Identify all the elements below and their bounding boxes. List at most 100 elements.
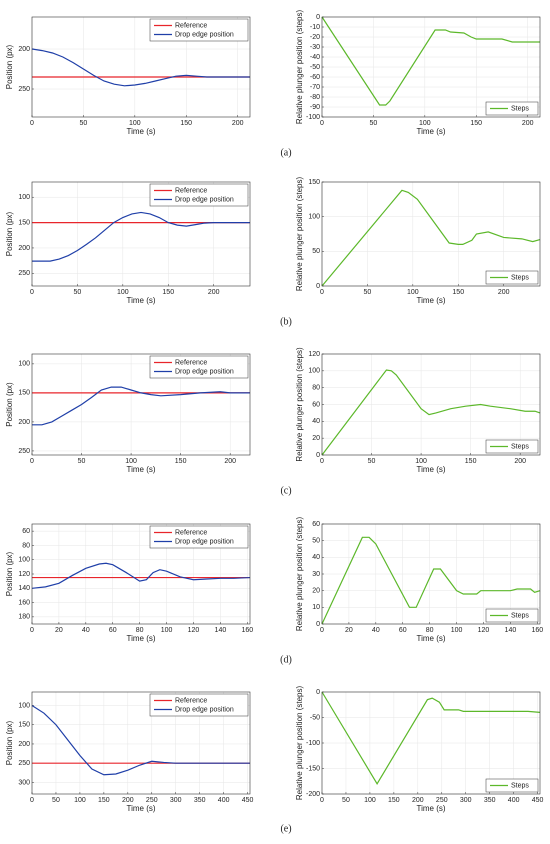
x-tick-label: 150 xyxy=(388,797,400,804)
x-tick-label: 200 xyxy=(232,120,244,127)
x-tick-label: 60 xyxy=(109,627,117,634)
legend-label: Reference xyxy=(175,22,207,29)
x-axis-label: Time (s) xyxy=(416,634,445,643)
x-tick-label: 0 xyxy=(30,120,34,127)
axes-box xyxy=(321,353,541,456)
y-tick-label: -100 xyxy=(306,740,320,747)
x-tick-label: 40 xyxy=(82,627,90,634)
x-axis-label: Time (s) xyxy=(416,127,445,136)
plot-area xyxy=(322,182,540,286)
legend-box xyxy=(485,608,539,623)
x-axis-label: Time (s) xyxy=(126,127,155,136)
y-tick-label: -40 xyxy=(310,54,320,61)
data-line xyxy=(321,369,541,456)
caption: (b) xyxy=(280,316,292,327)
y-tick-label: 100 xyxy=(18,194,30,201)
data-line xyxy=(31,48,250,87)
x-tick-label: 200 xyxy=(514,458,526,465)
y-tick-label: 0 xyxy=(316,14,320,21)
legend-label: Drop edge position xyxy=(175,368,234,375)
y-tick-label: 160 xyxy=(18,599,30,606)
caption: (a) xyxy=(280,147,291,158)
y-tick-label: 300 xyxy=(18,779,30,786)
axes-box xyxy=(321,523,541,625)
y-tick-label: 120 xyxy=(18,571,30,578)
x-axis-label: Time (s) xyxy=(126,465,155,474)
x-tick-label: 0 xyxy=(30,627,34,634)
y-axis-label: Relative plunger position (steps) xyxy=(295,686,304,801)
x-tick-label: 50 xyxy=(364,289,372,296)
y-tick-label: 80 xyxy=(22,542,30,549)
legend-label: Reference xyxy=(175,697,207,704)
x-axis-label: Time (s) xyxy=(126,634,155,643)
y-tick-label: 50 xyxy=(312,248,320,255)
x-tick-label: 50 xyxy=(80,120,88,127)
x-tick-label: 150 xyxy=(162,289,174,296)
axes-box xyxy=(321,181,541,287)
legend-label: Steps xyxy=(511,612,529,619)
y-tick-label: -60 xyxy=(310,74,320,81)
caption: (c) xyxy=(280,485,291,496)
y-tick-label: 150 xyxy=(18,390,30,397)
axes-box xyxy=(31,691,251,795)
data-line xyxy=(321,691,541,785)
y-tick-label: 0 xyxy=(316,689,320,696)
y-tick-label: -200 xyxy=(306,791,320,798)
x-tick-label: 100 xyxy=(419,120,431,127)
legend-box xyxy=(485,101,539,116)
y-tick-label: 200 xyxy=(18,245,30,252)
x-tick-label: 200 xyxy=(522,120,534,127)
y-tick-label: 100 xyxy=(18,702,30,709)
y-tick-label: 250 xyxy=(18,270,30,277)
x-tick-label: 0 xyxy=(320,797,324,804)
x-tick-label: 100 xyxy=(74,797,86,804)
x-tick-label: 150 xyxy=(180,120,192,127)
y-axis-label: Position (px) xyxy=(5,382,14,427)
y-axis-label: Position (px) xyxy=(5,720,14,765)
y-axis-label: Relative plunger position (steps) xyxy=(295,177,304,292)
x-tick-label: 150 xyxy=(98,797,110,804)
x-tick-label: 40 xyxy=(372,627,380,634)
x-tick-label: 450 xyxy=(532,797,544,804)
y-tick-label: -50 xyxy=(310,714,320,721)
x-tick-label: 100 xyxy=(125,458,137,465)
y-tick-label: -80 xyxy=(310,94,320,101)
y-tick-label: 200 xyxy=(18,46,30,53)
legend-box xyxy=(149,693,249,717)
x-tick-label: 100 xyxy=(451,627,463,634)
y-tick-label: 250 xyxy=(18,448,30,455)
x-tick-label: 150 xyxy=(470,120,482,127)
x-tick-label: 20 xyxy=(55,627,63,634)
x-tick-label: 80 xyxy=(426,627,434,634)
x-tick-label: 50 xyxy=(368,458,376,465)
y-tick-label: 50 xyxy=(312,538,320,545)
y-tick-label: 20 xyxy=(312,588,320,595)
data-line xyxy=(321,536,541,625)
x-tick-label: 20 xyxy=(345,627,353,634)
y-tick-label: 60 xyxy=(312,401,320,408)
x-tick-label: 300 xyxy=(170,797,182,804)
x-tick-label: 0 xyxy=(30,289,34,296)
x-tick-label: 100 xyxy=(407,289,419,296)
y-tick-label: 0 xyxy=(316,452,320,459)
x-axis-label: Time (s) xyxy=(416,465,445,474)
legend-label: Steps xyxy=(511,105,529,112)
y-tick-label: -10 xyxy=(310,24,320,31)
y-tick-label: 40 xyxy=(312,418,320,425)
y-tick-label: 200 xyxy=(18,741,30,748)
x-tick-label: 100 xyxy=(415,458,427,465)
x-tick-label: 400 xyxy=(508,797,520,804)
legend-box xyxy=(149,18,249,42)
legend-label: Reference xyxy=(175,529,207,536)
x-tick-label: 100 xyxy=(117,289,129,296)
y-tick-label: 100 xyxy=(308,214,320,221)
legend-label: Reference xyxy=(175,187,207,194)
x-axis-label: Time (s) xyxy=(416,804,445,813)
axes-box xyxy=(31,16,251,118)
x-tick-label: 150 xyxy=(452,289,464,296)
legend-label: Steps xyxy=(511,274,529,281)
axes-box xyxy=(321,691,541,795)
legend-label: Drop edge position xyxy=(175,31,234,38)
x-tick-label: 300 xyxy=(460,797,472,804)
x-tick-label: 160 xyxy=(531,627,543,634)
